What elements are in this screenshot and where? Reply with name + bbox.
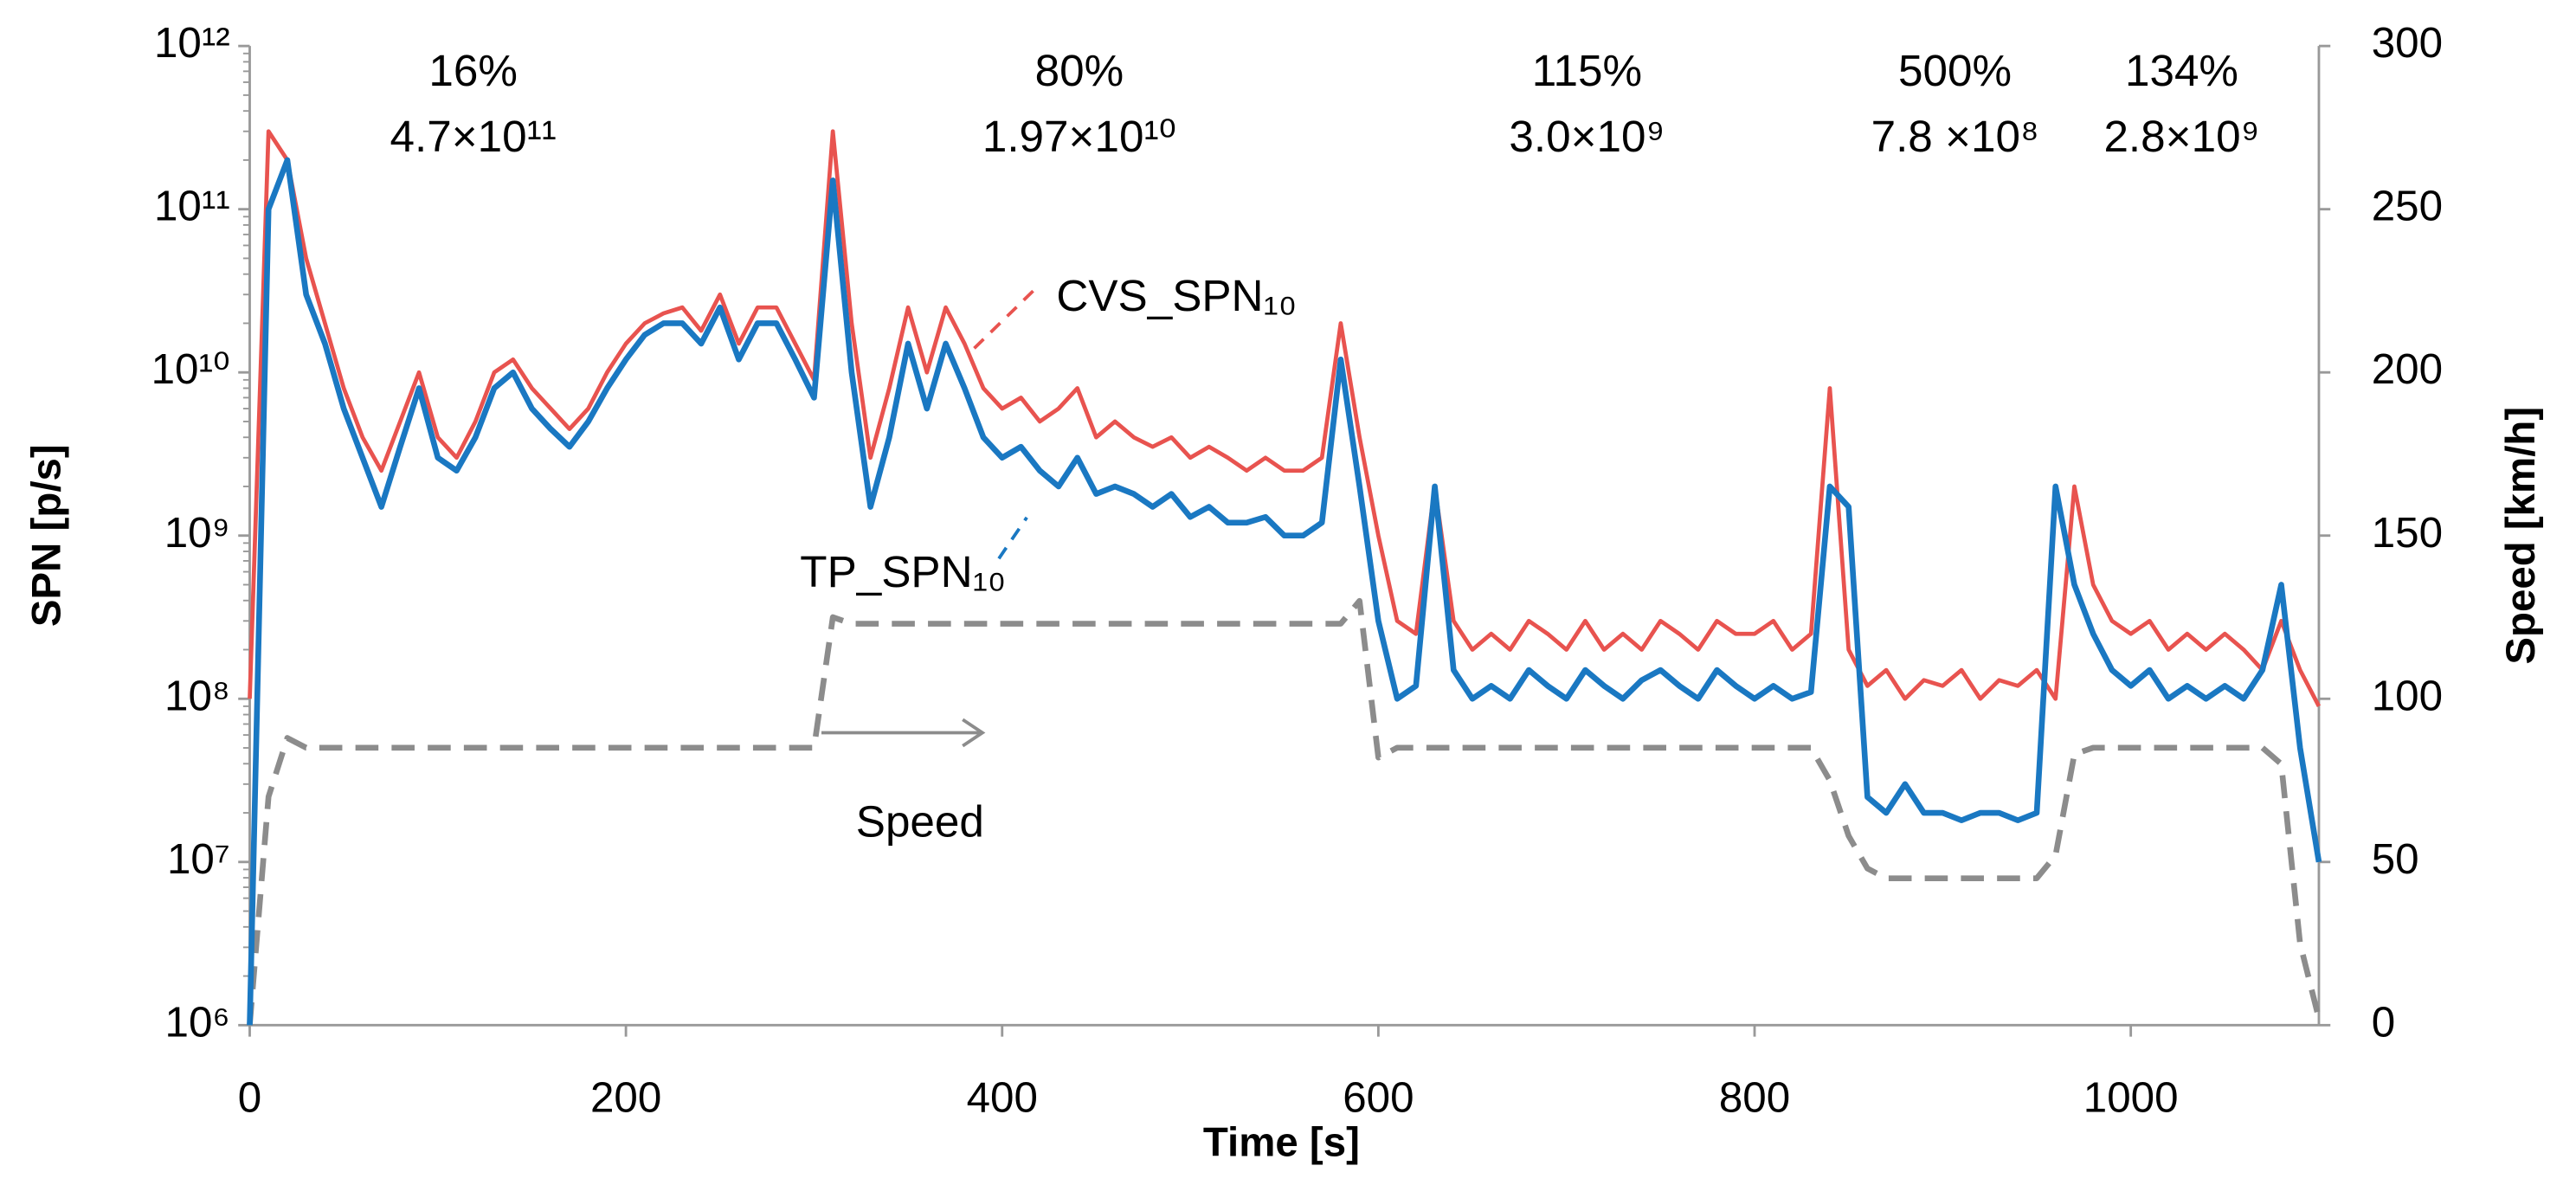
x-tick-label: 1000 [2083,1074,2179,1122]
y-tick-label: 10¹⁰ [151,345,230,393]
y-tick-label: 10⁷ [167,835,230,883]
y-tick-label: 10¹² [154,19,230,67]
cvs-leader [973,287,1037,350]
annotation-value: 7.8 ×10⁸ [1871,112,2039,161]
annotation-value: 3.0×10⁹ [1509,112,1665,161]
tp-leader [997,516,1028,560]
series-line [247,157,2322,1026]
y-axis-title: SPN [p/s] [23,444,69,627]
x-tick-label: 600 [1343,1074,1414,1122]
series-line [248,129,2322,707]
annotation-percent: 134% [2125,46,2238,95]
annotation-percent: 80% [1035,46,1124,95]
annotation-value: 4.7×10¹¹ [390,112,556,161]
y2-tick-label: 150 [2372,509,2443,557]
y2-axis-title: Speed [km/h] [2498,407,2544,665]
annotation-value: 1.97×10¹⁰ [982,112,1176,161]
y2-tick-label: 100 [2372,672,2443,719]
x-axis-title: Time [s] [1203,1119,1360,1165]
x-tick-label: 200 [590,1074,661,1122]
series-line [247,597,2322,1026]
y-tick-label: 10⁹ [164,509,230,557]
series-label: CVS_SPN₁₀ [1056,271,1297,320]
y-tick-label: 10⁶ [165,998,230,1046]
annotation-percent: 115% [1532,46,1642,95]
x-tick-label: 400 [967,1074,1038,1122]
series-label: Speed [856,796,984,846]
x-tick-label: 800 [1719,1074,1790,1122]
y-tick-label: 10⁸ [164,672,230,719]
speed-arrow-head [962,718,986,748]
y2-tick-label: 250 [2372,183,2443,230]
y2-tick-label: 200 [2372,345,2443,393]
y2-tick-label: 50 [2372,835,2419,883]
series-label: TP_SPN₁₀ [800,547,1006,596]
x-tick-label: 0 [238,1074,261,1122]
annotation-percent: 500% [1898,46,2012,95]
annotation-percent: 16% [428,46,518,95]
y2-tick-label: 300 [2372,19,2443,67]
y-tick-label: 10¹¹ [154,183,230,230]
annotation-value: 2.8×10⁹ [2103,112,2259,161]
y2-tick-label: 0 [2372,998,2395,1046]
